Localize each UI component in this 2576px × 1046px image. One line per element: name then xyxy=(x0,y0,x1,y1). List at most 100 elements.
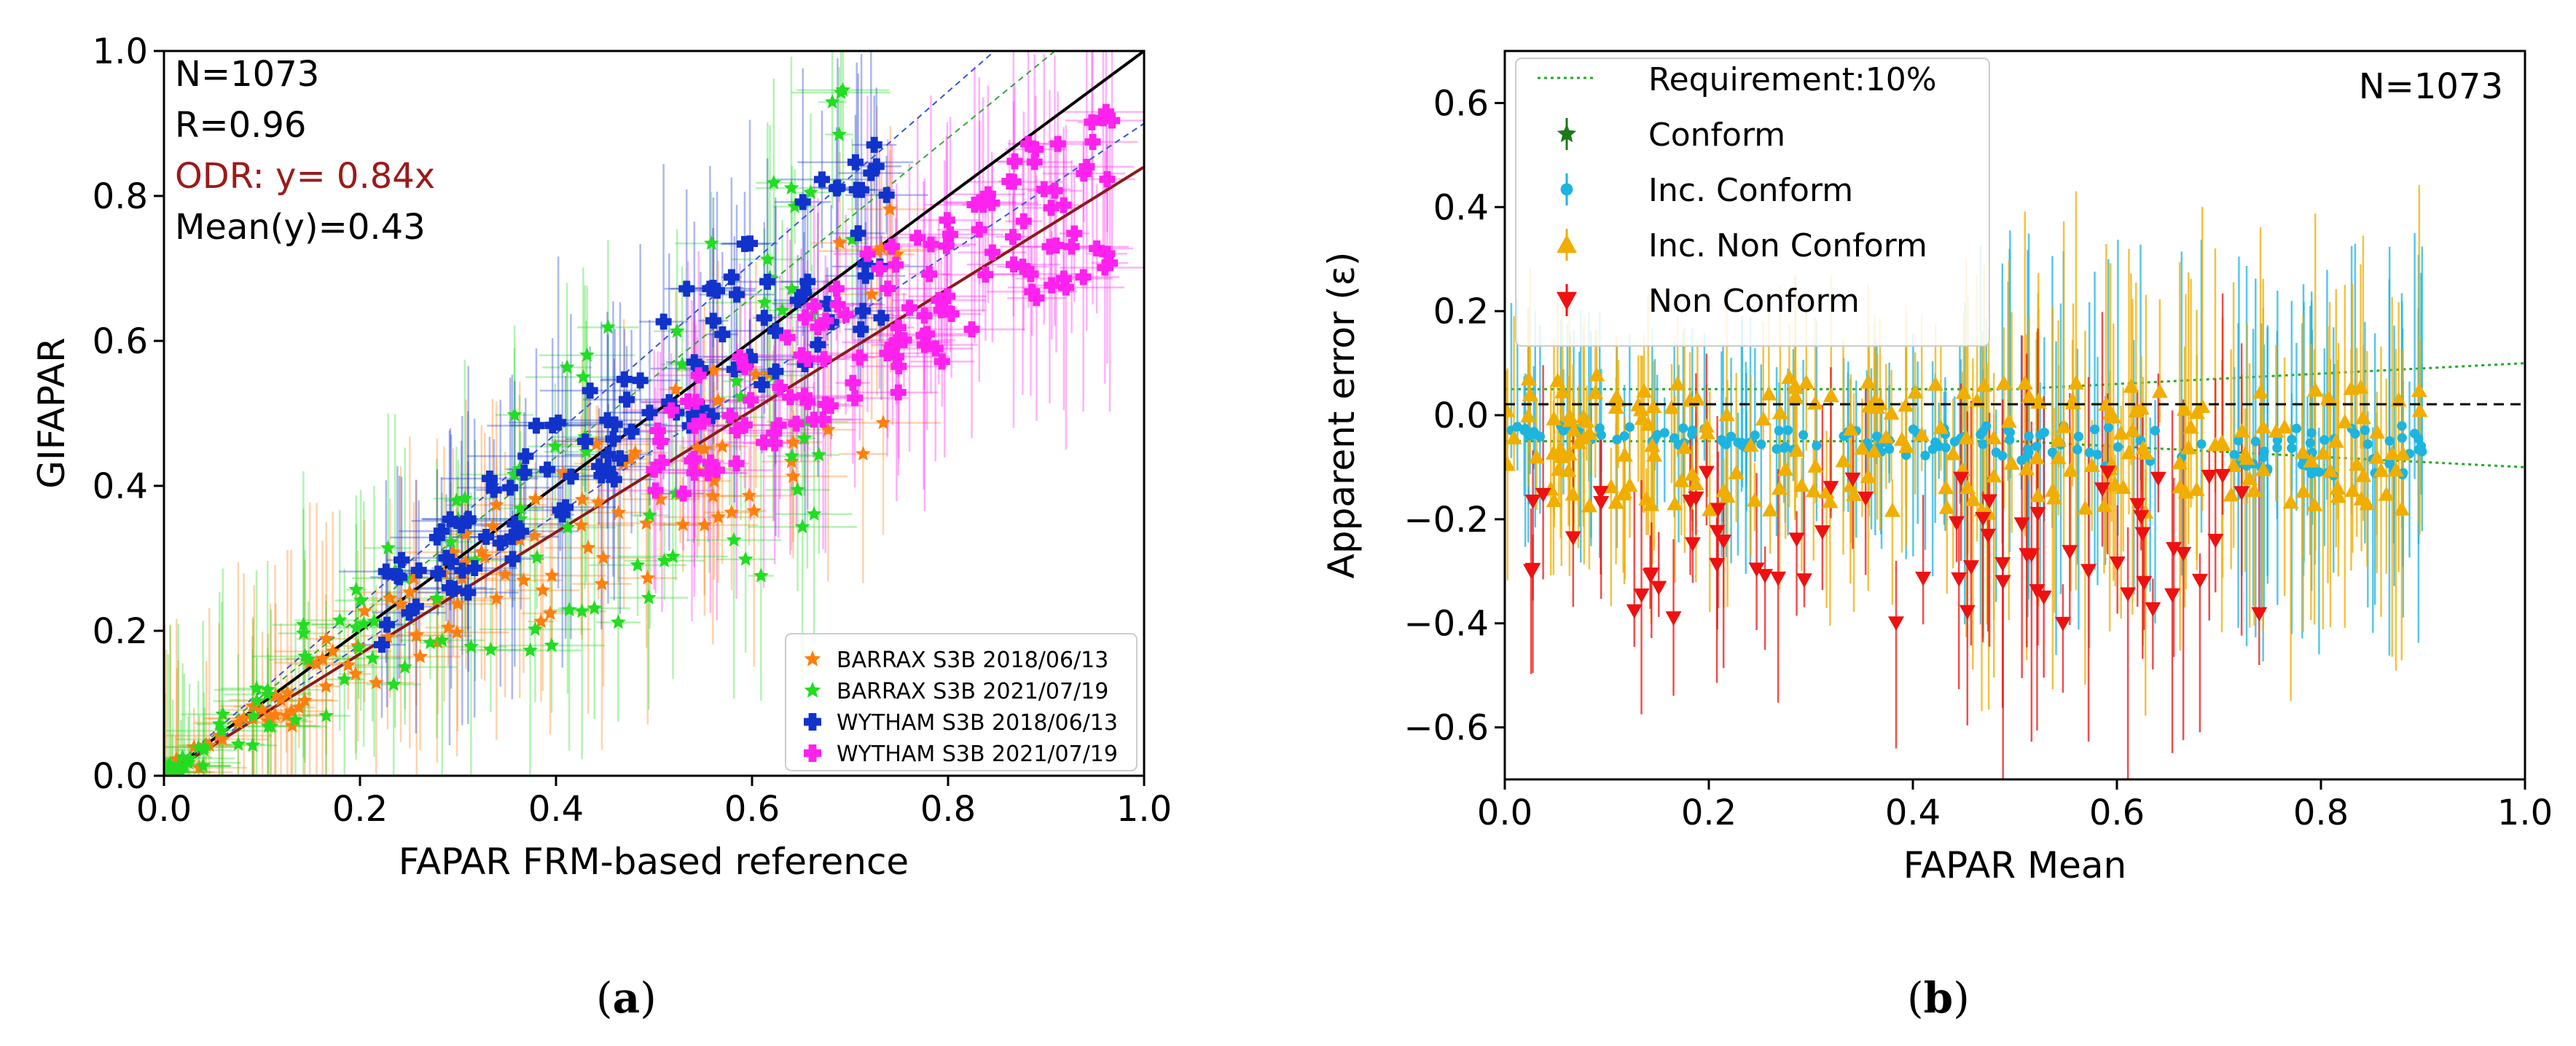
panel-b-x-tick-label: 0.2 xyxy=(1681,793,1737,833)
panel-a-point xyxy=(668,381,684,396)
panel-b-point xyxy=(1788,442,1805,457)
panel-a-line-upper-blue xyxy=(164,51,996,776)
panel-a-point xyxy=(616,455,632,471)
panel-a-legend-box xyxy=(785,633,1138,771)
panel-a-point xyxy=(714,326,731,343)
panel-b-point xyxy=(2096,498,2113,512)
panel-b-point xyxy=(2032,441,2042,452)
panel-a-point xyxy=(516,572,531,587)
panel-b-point xyxy=(2092,449,2103,460)
panel-a-point xyxy=(818,312,834,329)
panel-a-point xyxy=(573,517,590,532)
panel-b-x-tick-label: 0.0 xyxy=(1477,793,1532,833)
panel-a-point xyxy=(857,267,874,284)
panel-b-point xyxy=(1630,396,1647,412)
panel-b-point xyxy=(1581,425,1598,441)
panel-a-point xyxy=(810,337,826,353)
panel-a-point xyxy=(916,307,933,324)
panel-a-point xyxy=(863,165,880,181)
panel-b-point xyxy=(1505,402,1515,417)
panel-a-point xyxy=(246,707,261,723)
panel-a-point xyxy=(714,438,730,453)
panel-b-point xyxy=(1793,477,1810,492)
panel-b-point xyxy=(2133,400,2150,415)
panel-b-point xyxy=(2090,424,2100,435)
panel-b-point xyxy=(1788,532,1805,548)
panel-a-legend-label: WYTHAM S3B 2021/07/19 xyxy=(837,742,1118,767)
panel-b-point xyxy=(2233,436,2244,446)
panel-a-point xyxy=(743,392,759,409)
panel-b-legend-label: Inc. Non Conform xyxy=(1648,227,1927,264)
panel-b-point xyxy=(2080,564,2097,579)
panel-a-point xyxy=(542,605,558,620)
panel-a-point xyxy=(164,756,173,771)
panel-a-point xyxy=(686,354,702,371)
panel-b-point xyxy=(1898,439,1915,453)
panel-b-point xyxy=(2172,479,2188,494)
panel-b-point xyxy=(1709,557,1726,573)
panel-a-point xyxy=(663,402,680,419)
panel-a-point xyxy=(805,412,822,428)
panel-a-point xyxy=(393,596,409,611)
panel-a-point xyxy=(559,359,575,374)
panel-b-point xyxy=(1561,446,1578,461)
panel-b-point xyxy=(2305,438,2315,448)
panel-a-point xyxy=(688,393,705,410)
panel-a-point xyxy=(448,492,464,508)
panel-b-point xyxy=(2124,422,2141,437)
panel-b-point xyxy=(2029,487,2046,503)
panel-a-point xyxy=(589,436,605,451)
panel-b-x-tick-label: 0.8 xyxy=(2293,793,2349,833)
panel-a-point xyxy=(590,495,606,509)
panel-a-point xyxy=(263,718,279,734)
panel-a-x-axis-label: FAPAR FRM-based reference xyxy=(399,841,909,883)
panel-a-point xyxy=(389,567,406,584)
panel-a-point xyxy=(296,625,311,640)
panel-b-point xyxy=(2384,436,2395,446)
panel-a-point xyxy=(785,434,801,449)
panel-b-point xyxy=(1636,383,1653,398)
panel-b-point xyxy=(2330,488,2346,503)
panel-b-point xyxy=(1688,476,1704,491)
panel-a-point xyxy=(340,657,356,672)
panel-b-point xyxy=(1619,430,1629,441)
panel-a-point xyxy=(833,84,849,100)
panel-b-point xyxy=(1822,493,1839,508)
panel-a-point xyxy=(595,549,611,565)
panel-b-point xyxy=(2343,380,2360,396)
panel-a-point xyxy=(488,590,504,605)
panel-a-point xyxy=(295,616,311,632)
panel-a-point xyxy=(522,642,538,657)
panel-b-point xyxy=(1570,434,1587,449)
panel-a-point xyxy=(875,414,891,430)
panel-a-point xyxy=(547,438,563,453)
panel-a-point xyxy=(453,517,470,534)
panel-b-point xyxy=(2003,425,2013,436)
panel-b-point xyxy=(2306,496,2323,511)
panel-a-point xyxy=(502,479,519,496)
panel-a-point xyxy=(866,136,882,153)
panel-b-legend-label: Conform xyxy=(1648,117,1785,154)
panel-a-point xyxy=(729,422,745,439)
panel-a-point xyxy=(382,590,398,605)
panel-a-point xyxy=(1063,238,1080,255)
panel-b-legend-label: Requirement:10% xyxy=(1648,61,1937,98)
panel-a-legend-label: WYTHAM S3B 2018/06/13 xyxy=(837,710,1118,736)
panel-b-point xyxy=(1898,397,1914,412)
panel-a-point xyxy=(492,535,509,551)
panel-b-point xyxy=(1549,372,1566,388)
panel-a-point xyxy=(829,179,846,196)
panel-a-point xyxy=(297,648,313,663)
panel-a-point xyxy=(829,296,846,313)
panel-b-point xyxy=(2373,462,2389,477)
panel-a-point xyxy=(690,367,707,384)
panel-b-point xyxy=(2067,374,2084,390)
panel-b-legend-box xyxy=(1515,58,1990,347)
panel-b-point xyxy=(2223,487,2239,502)
panel-a-point xyxy=(674,356,690,371)
panel-b-point xyxy=(2236,446,2253,461)
panel-b-legend: Requirement:10% Conform Inc. Conform Inc. N… xyxy=(1515,58,1990,347)
panel-a-point xyxy=(741,487,757,503)
panel-a-point xyxy=(837,307,854,323)
panel-b-point xyxy=(1709,524,1726,540)
